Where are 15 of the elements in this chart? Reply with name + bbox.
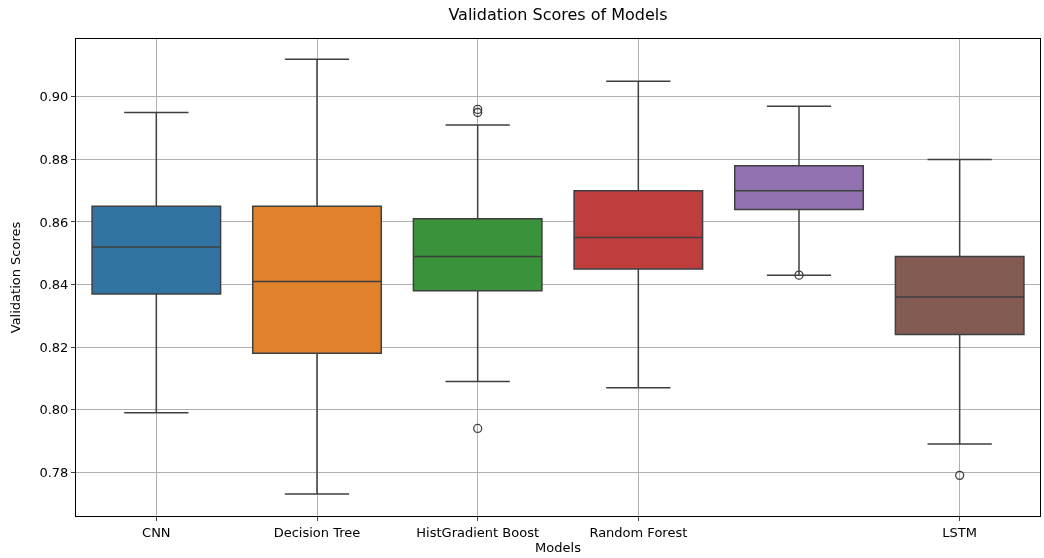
x-tick-label: CNN	[142, 524, 171, 540]
y-tick-label: 0.88	[39, 151, 69, 167]
y-tick-label: 0.82	[39, 339, 69, 355]
x-tick-label: Decision Tree	[273, 524, 361, 540]
chart-title: Validation Scores of Models	[448, 4, 668, 24]
x-axis-title: Models	[535, 540, 582, 556]
y-tick-label: 0.80	[39, 402, 69, 418]
y-tick-label: 0.78	[39, 464, 69, 480]
y-tick-label: 0.84	[39, 277, 69, 293]
y-tick-label: 0.86	[39, 214, 69, 230]
x-tick-label: LSTM	[942, 524, 977, 540]
x-tick-label: HistGradient Boost	[416, 524, 540, 540]
y-axis-title: Validation Scores	[8, 221, 24, 334]
x-tick-label: Random Forest	[589, 524, 688, 540]
y-tick-label: 0.90	[39, 89, 69, 105]
